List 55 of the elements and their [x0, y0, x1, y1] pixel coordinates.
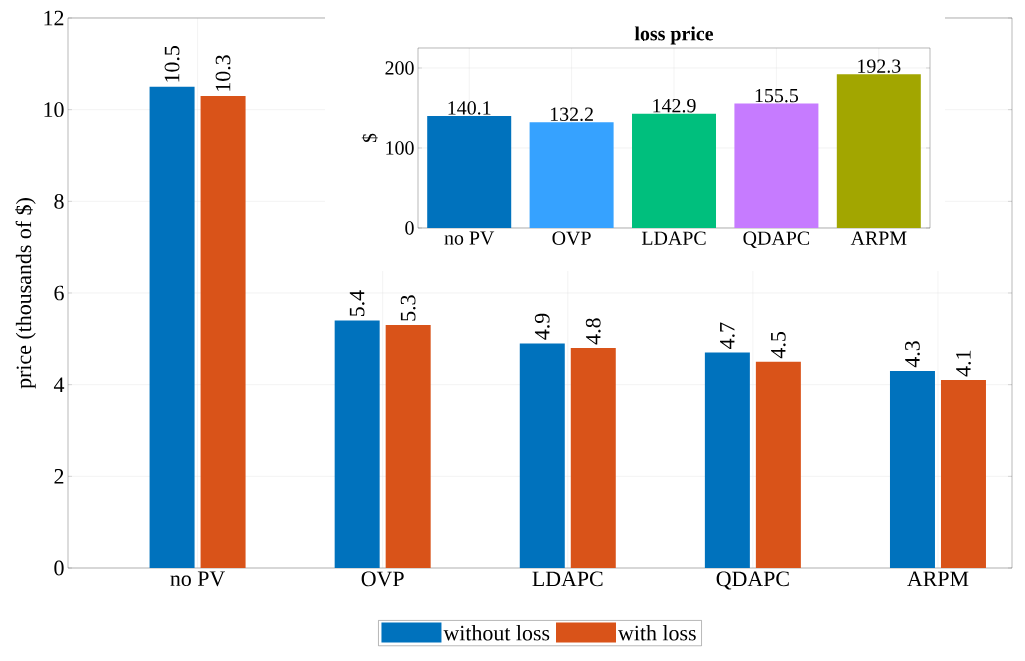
y-tick-label: 8 [54, 193, 64, 209]
data-label: 4.5 [771, 332, 786, 359]
x-tick-label: QDAPC [716, 571, 789, 590]
y-axis-title: $ [361, 133, 378, 143]
data-label: 5.4 [349, 290, 365, 317]
y-tick-label: 6 [54, 285, 64, 301]
x-tick-label: ARPM [907, 571, 969, 586]
bar [200, 95, 246, 568]
data-label: 140.1 [448, 101, 491, 115]
y-axis-title: price (thousands of $) [15, 198, 36, 389]
bar [427, 115, 512, 228]
bar [570, 348, 616, 568]
data-label: 10.3 [215, 55, 231, 91]
y-tick-label: 2 [54, 469, 64, 484]
bar [149, 86, 195, 568]
bar [836, 74, 921, 228]
x-tick-label: no PV [170, 571, 225, 587]
bar [704, 352, 750, 568]
legend-label: without loss [443, 625, 550, 641]
y-tick-label: 10 [44, 102, 64, 118]
x-tick-label: LDAPC [532, 571, 603, 587]
data-label: 192.3 [858, 59, 901, 73]
bar [529, 122, 614, 228]
bar [334, 320, 380, 568]
data-label: 132.2 [550, 107, 593, 122]
bar [940, 380, 986, 568]
data-label: 10.5 [164, 46, 180, 82]
legend-label: with loss [618, 625, 696, 641]
bar [734, 103, 819, 228]
chart-title: loss price [634, 26, 714, 45]
bar [632, 113, 717, 228]
x-tick-label: OVP [552, 231, 591, 245]
bar [519, 343, 565, 568]
y-tick-label: 0 [54, 560, 64, 576]
x-tick-label: ARPM [850, 231, 907, 245]
y-tick-label: 0 [405, 221, 414, 235]
x-tick-label: no PV [444, 231, 495, 245]
bar [755, 361, 801, 568]
x-tick-label: OVP [361, 571, 404, 587]
x-tick-label: QDAPC [743, 231, 810, 248]
bar [889, 370, 935, 568]
data-label: 4.9 [534, 313, 550, 340]
data-label: 4.7 [720, 322, 735, 349]
x-tick-label: LDAPC [641, 231, 706, 245]
y-tick-label: 100 [386, 141, 414, 155]
data-label: 142.9 [653, 99, 696, 113]
y-tick-label: 12 [44, 10, 64, 26]
data-label: 5.3 [400, 295, 416, 321]
data-label: 4.1 [956, 350, 971, 377]
bar [385, 325, 431, 568]
y-tick-label: 4 [53, 377, 65, 392]
data-label: 155.5 [755, 88, 799, 103]
data-label: 4.3 [905, 341, 920, 368]
y-tick-label: 200 [385, 61, 414, 75]
data-label: 4.8 [585, 318, 601, 345]
